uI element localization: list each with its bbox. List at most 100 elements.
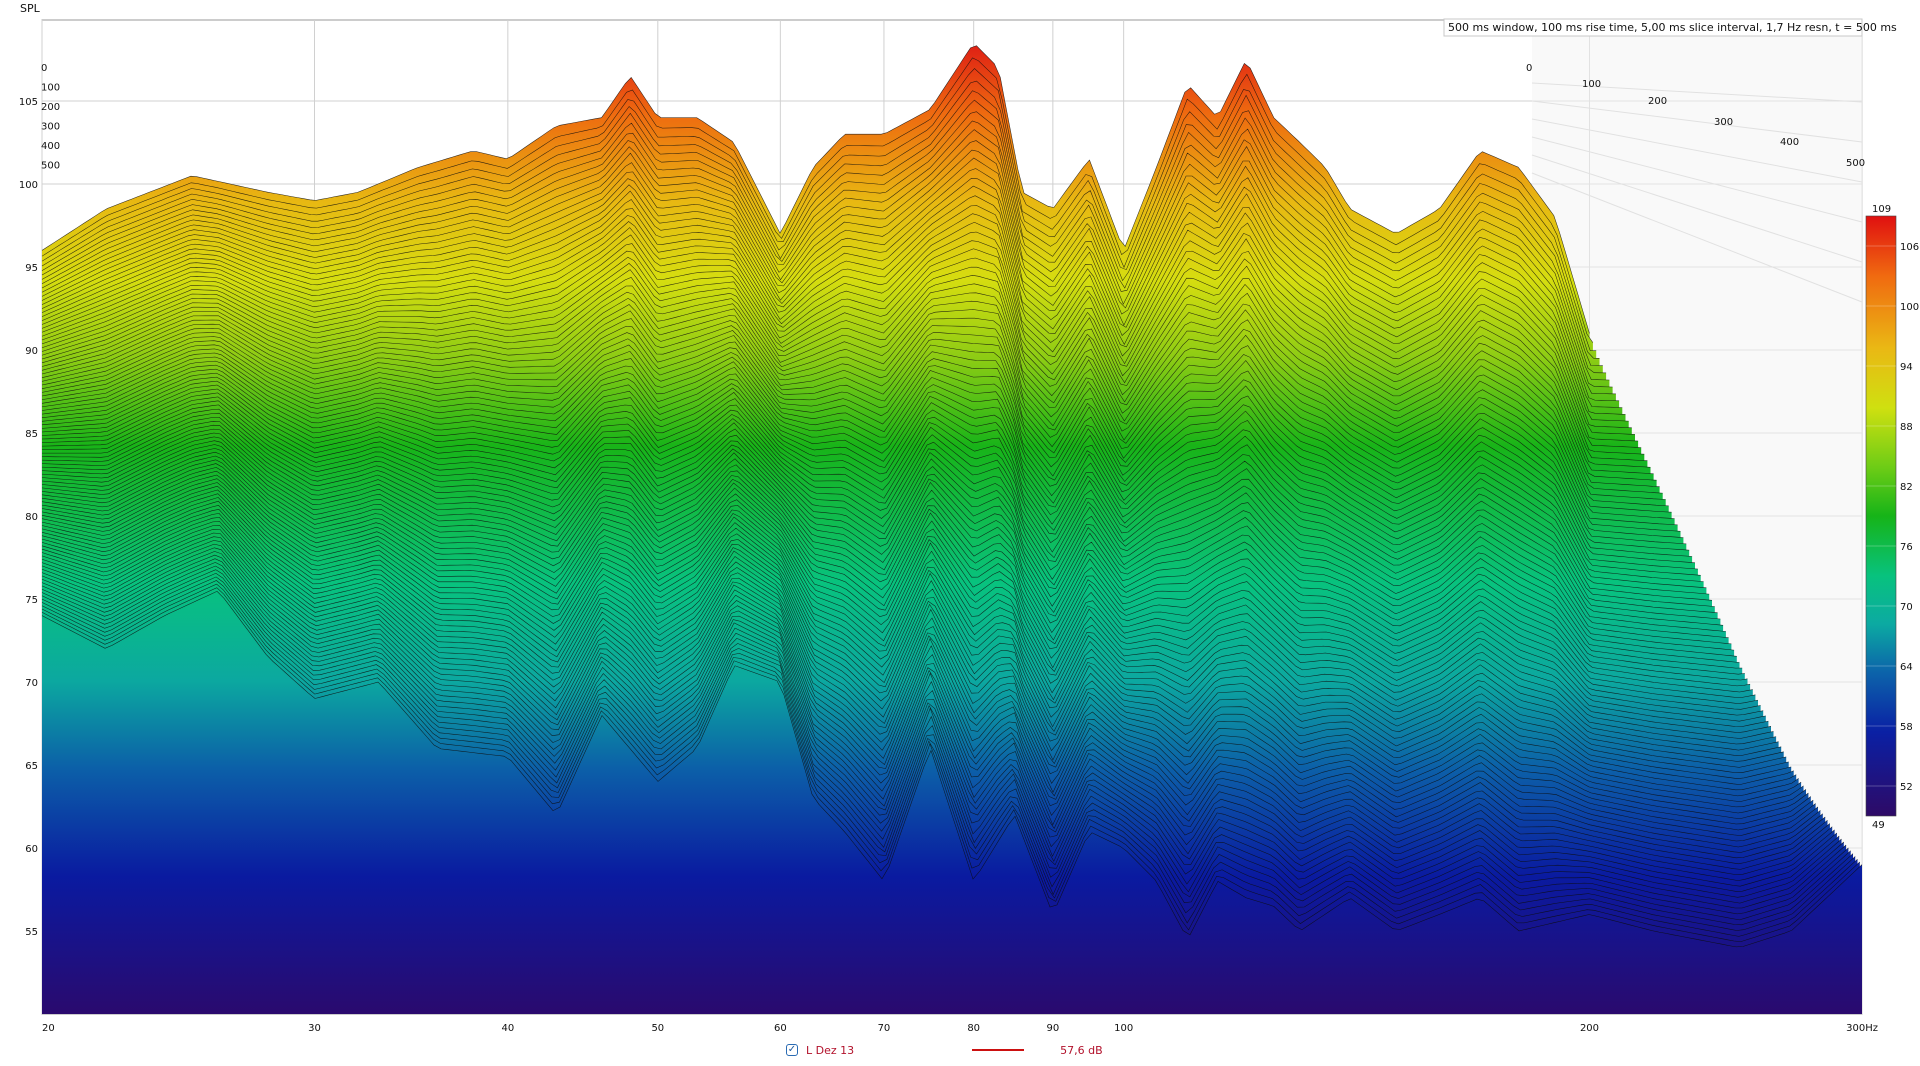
slice-line: [41, 478, 1792, 779]
slice-line: [41, 455, 1777, 745]
slice-line: [41, 448, 1772, 733]
slice-line: [41, 513, 1814, 831]
slice-line: [41, 380, 1726, 632]
series-checkbox[interactable]: ✓: [786, 1044, 798, 1056]
slice-line: [41, 120, 1613, 388]
slice-line: [41, 400, 1740, 663]
slice-line: [41, 572, 1851, 921]
time-labels-left: 0 100 200 300 400 500: [41, 63, 60, 172]
slice-line: [41, 463, 1782, 756]
y-axis: 55 60 65 70 75 80 85 90 95 100 105: [19, 97, 38, 938]
slice-line: [41, 256, 1663, 494]
slice-line: [41, 129, 1616, 395]
slice-line: [41, 500, 1807, 814]
time-label-right: 200: [1648, 96, 1667, 107]
time-label-right: 0: [1526, 63, 1532, 74]
slice-line: [41, 80, 1600, 359]
colorbar-tick-label: 100: [1900, 302, 1919, 313]
x-tick-label: 70: [878, 1023, 891, 1034]
slice-line: [41, 583, 1858, 937]
slice-line: [41, 489, 1799, 797]
colorbar-scale: [1865, 215, 1897, 817]
slice-line: [41, 344, 1701, 576]
slice-line: [41, 318, 1690, 551]
slice-line: [41, 332, 1696, 564]
slice-line: [41, 565, 1847, 909]
slice-line: [41, 508, 1811, 825]
slice-line: [41, 364, 1715, 607]
time-label-left: 300: [41, 122, 60, 133]
x-tick-label: 300Hz: [1846, 1023, 1878, 1034]
x-tick-label: 50: [651, 1023, 664, 1034]
time-label-left: 400: [41, 141, 60, 152]
slice-line: [41, 157, 1626, 415]
slice-line: [41, 536, 1828, 865]
colorbar-tick-label: 64: [1900, 662, 1913, 673]
slice-line: [41, 440, 1766, 722]
y-tick-label: 90: [25, 346, 38, 357]
slice-line: [41, 111, 1610, 381]
slice-line: [41, 297, 1681, 532]
colorbar-tick-label: 82: [1900, 482, 1913, 493]
slice-line: [41, 352, 1707, 589]
legend-series-name: L Dez 13: [806, 1043, 855, 1057]
time-label-right: 100: [1582, 79, 1601, 90]
slice-line: [41, 388, 1732, 645]
slice-line: [41, 178, 1632, 429]
waterfall-surface: [41, 45, 1863, 1015]
colorbar-tick-label: 76: [1900, 542, 1913, 553]
time-label-right: 400: [1780, 137, 1799, 148]
colorbar: 109 49 106 100 94 88 82 76 70 64 58 52: [1865, 204, 1919, 831]
slice-line: [41, 291, 1678, 526]
y-axis-label: SPL: [20, 2, 41, 15]
y-tick-label: 55: [25, 927, 38, 938]
slice-line: [41, 149, 1623, 408]
slice-line: [41, 368, 1718, 614]
slice-line: [41, 444, 1769, 727]
slice-line: [41, 474, 1789, 773]
x-tick-label: 20: [42, 1023, 55, 1034]
slice-line: [41, 168, 1629, 422]
x-tick-label: 40: [501, 1023, 514, 1034]
y-tick-label: 105: [19, 97, 38, 108]
slice-line: [41, 68, 1597, 351]
slice-line: [41, 504, 1809, 819]
slice-line: [41, 543, 1833, 875]
x-tick-label: 30: [308, 1023, 321, 1034]
check-icon: ✓: [787, 1044, 797, 1055]
slice-line: [41, 185, 1636, 435]
time-label-right: 300: [1714, 117, 1733, 128]
slice-line: [41, 562, 1844, 904]
colorbar-tick-label: 106: [1900, 242, 1919, 253]
x-tick-label: 200: [1580, 1023, 1599, 1034]
slice-line: [41, 540, 1831, 870]
slice-line: [41, 558, 1842, 898]
y-tick-label: 100: [19, 180, 38, 191]
slice-line: [41, 140, 1620, 402]
y-tick-label: 95: [25, 263, 38, 274]
slice-line: [41, 529, 1823, 853]
slice-line: [41, 338, 1698, 570]
slice-line: [41, 432, 1761, 710]
time-label-left: 200: [41, 102, 60, 113]
x-tick-label: 60: [774, 1023, 787, 1034]
slice-line: [41, 376, 1724, 626]
slice-line: [41, 57, 1594, 343]
slice-line: [41, 348, 1704, 582]
slice-fill: [42, 591, 1862, 1014]
y-tick-label: 75: [25, 595, 38, 606]
slice-line: [41, 372, 1721, 620]
slice-line: [41, 99, 1607, 374]
slice-line: [41, 326, 1693, 557]
x-tick-label: 80: [967, 1023, 980, 1034]
slice-line: [41, 404, 1743, 669]
slice-line: [41, 554, 1840, 892]
colorbar-min-label: 49: [1872, 820, 1885, 831]
colorbar-tick-label: 88: [1900, 422, 1913, 433]
slice-line: [41, 580, 1856, 931]
slice-line: [41, 45, 1590, 334]
colorbar-tick-label: 94: [1900, 362, 1913, 373]
slice-line: [41, 551, 1838, 887]
x-tick-label: 100: [1114, 1023, 1133, 1034]
